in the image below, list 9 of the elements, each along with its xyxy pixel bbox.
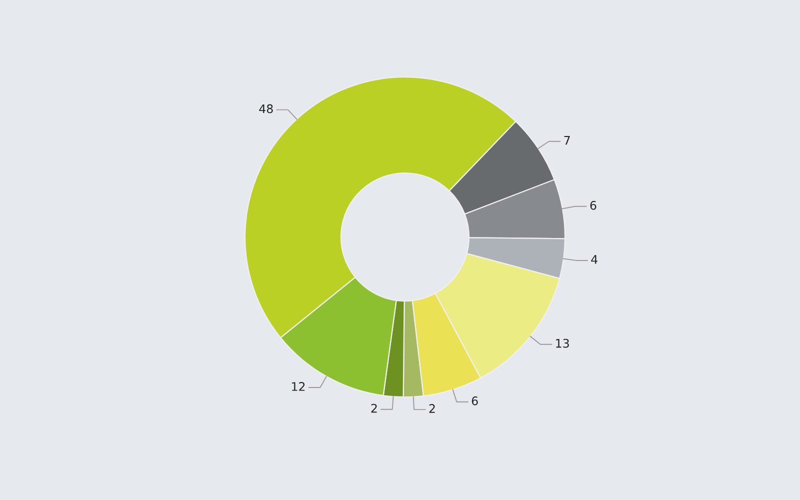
- data-label: 7: [564, 136, 570, 145]
- data-label: 4: [591, 255, 598, 264]
- data-label: 48: [259, 104, 273, 114]
- data-label: 12: [292, 382, 305, 391]
- data-label: 6: [590, 200, 596, 210]
- data-label: 13: [556, 338, 569, 348]
- data-label: 6: [472, 396, 478, 406]
- data-label: 2: [429, 404, 435, 413]
- data-label: 2: [371, 404, 377, 413]
